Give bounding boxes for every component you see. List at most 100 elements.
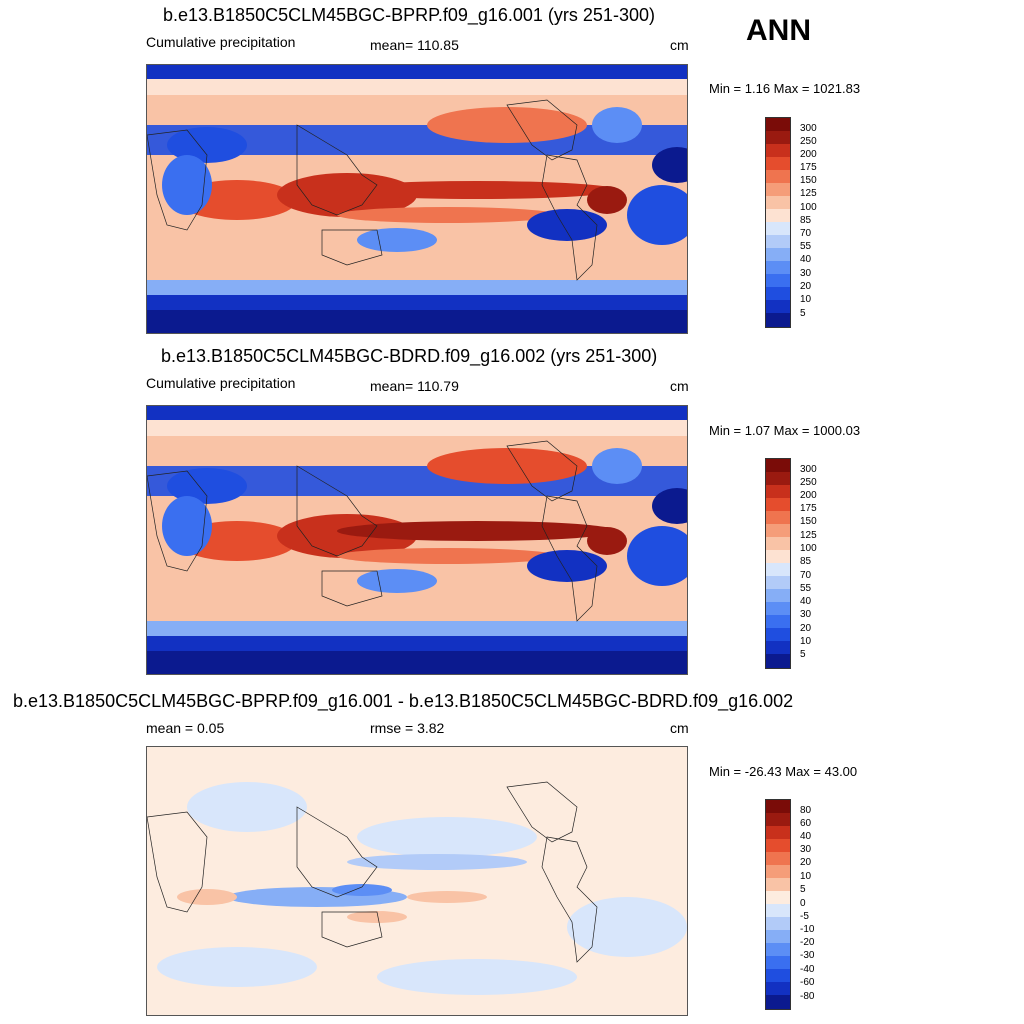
panel2-colorbar-label: 200 <box>800 490 817 501</box>
panel3-colorbar-box <box>766 904 790 918</box>
panel3-colorbar-box <box>766 930 790 944</box>
panel2-colorbar-box <box>766 576 790 590</box>
panel1-colorbar-box <box>766 287 790 301</box>
panel1-colorbar-box <box>766 157 790 171</box>
panel3-colorbar-label: 30 <box>800 844 812 855</box>
panel2-colorbar-box <box>766 511 790 525</box>
panel1-colorbar-box <box>766 248 790 262</box>
panel3-colorbar-box <box>766 865 790 879</box>
panel2-colorbar-label: 85 <box>800 556 812 567</box>
panel2-colorbar-box <box>766 628 790 642</box>
panel3-colorbar-box <box>766 891 790 905</box>
panel3-mean: mean = 0.05 <box>146 720 225 736</box>
panel1-colorbar-box <box>766 144 790 158</box>
panel3-colorbar-box <box>766 982 790 996</box>
panel2-colorbar-label: 175 <box>800 503 817 514</box>
panel1-colorbar-box <box>766 235 790 249</box>
panel3-colorbar-box <box>766 956 790 970</box>
panel1-colorbar-box <box>766 209 790 223</box>
panel2-mean: mean= 110.79 <box>370 378 459 394</box>
panel3-unit: cm <box>670 720 689 736</box>
panel3-colorbar-box <box>766 943 790 957</box>
panel1-colorbar-label: 5 <box>800 308 806 319</box>
panel2-colorbar-box <box>766 563 790 577</box>
panel1-colorbar-label: 125 <box>800 188 817 199</box>
panel2-colorbar-label: 55 <box>800 583 812 594</box>
panel1-colorbar-label: 85 <box>800 215 812 226</box>
panel1-colorbar-box <box>766 274 790 288</box>
panel3-map <box>146 746 688 1016</box>
panel3-colorbar-label: 0 <box>800 898 806 909</box>
panel2-minmax: Min = 1.07 Max = 1000.03 <box>709 423 861 438</box>
panel1-minmax: Min = 1.16 Max = 1021.83 <box>709 81 861 96</box>
season-label: ANN <box>746 14 811 47</box>
panel3-colorbar-label: -40 <box>800 964 815 975</box>
panel1-colorbar <box>765 117 791 328</box>
panel2-colorbar-box <box>766 459 790 473</box>
panel3-rmse: rmse = 3.82 <box>370 720 445 736</box>
panel1-colorbar-label: 300 <box>800 123 817 134</box>
panel3-colorbar-box <box>766 878 790 892</box>
panel1-colorbar-box <box>766 261 790 275</box>
panel1-colorbar-label: 175 <box>800 162 817 173</box>
panel3-colorbar-label: -60 <box>800 977 815 988</box>
panel2-colorbar-label: 30 <box>800 609 812 620</box>
panel1-mean: mean= 110.85 <box>370 37 459 53</box>
panel3-colorbar-label: -20 <box>800 937 815 948</box>
panel3-colorbar-box <box>766 917 790 931</box>
panel3-colorbar-label: 10 <box>800 871 812 882</box>
panel2-colorbar-label: 250 <box>800 477 817 488</box>
panel2-title: b.e13.B1850C5CLM45BGC-BDRD.f09_g16.002 (… <box>161 346 658 366</box>
panel1-colorbar-label: 20 <box>800 281 812 292</box>
panel2-colorbar-box <box>766 589 790 603</box>
panel2-colorbar-box <box>766 498 790 512</box>
panel3-colorbar <box>765 799 791 1010</box>
panel2-colorbar <box>765 458 791 669</box>
panel3-colorbar-label: 20 <box>800 857 812 868</box>
panel2-left-label: Cumulative precipitation <box>146 375 296 391</box>
panel1-colorbar-box <box>766 183 790 197</box>
panel2-colorbar-box <box>766 537 790 551</box>
panel1-title: b.e13.B1850C5CLM45BGC-BPRP.f09_g16.001 (… <box>163 5 655 25</box>
panel1-colorbar-label: 70 <box>800 228 812 239</box>
panel3-colorbar-label: 40 <box>800 831 812 842</box>
panel3-colorbar-label: -10 <box>800 924 815 935</box>
panel3-colorbar-label: 60 <box>800 818 812 829</box>
panel2-colorbar-label: 300 <box>800 464 817 475</box>
panel3-colorbar-box <box>766 813 790 827</box>
panel3-minmax: Min = -26.43 Max = 43.00 <box>709 764 858 779</box>
panel3-colorbar-box <box>766 969 790 983</box>
panel1-map <box>146 64 688 334</box>
panel2-map-field <box>147 406 687 674</box>
panel2-colorbar-box <box>766 524 790 538</box>
panel1-colorbar-label: 150 <box>800 175 817 186</box>
panel1-colorbar-box <box>766 131 790 145</box>
panel3-colorbar-label: -5 <box>800 911 809 922</box>
panel1-colorbar-label: 200 <box>800 149 817 160</box>
panel1-left-label: Cumulative precipitation <box>146 34 296 50</box>
panel1-colorbar-label: 55 <box>800 241 812 252</box>
panel2-colorbar-label: 10 <box>800 636 812 647</box>
panel1-colorbar-label: 10 <box>800 294 812 305</box>
panel1-colorbar-label: 100 <box>800 202 817 213</box>
panel2-colorbar-box <box>766 654 790 668</box>
panel3-colorbar-label: 80 <box>800 805 812 816</box>
panel2-colorbar-box <box>766 485 790 499</box>
panel1-colorbar-box <box>766 196 790 210</box>
panel2-map <box>146 405 688 675</box>
panel2-colorbar-label: 125 <box>800 530 817 541</box>
panel3-colorbar-label: 5 <box>800 884 806 895</box>
panel2-colorbar-box <box>766 550 790 564</box>
panel1-colorbar-label: 250 <box>800 136 817 147</box>
panel1-unit: cm <box>670 37 689 53</box>
panel3-colorbar-label: -80 <box>800 991 815 1002</box>
panel3-colorbar-box <box>766 995 790 1009</box>
panel1-colorbar-box <box>766 118 790 132</box>
panel2-colorbar-label: 5 <box>800 649 806 660</box>
panel1-map-field <box>147 65 687 333</box>
panel3-colorbar-label: -30 <box>800 950 815 961</box>
panel2-colorbar-box <box>766 472 790 486</box>
panel1-colorbar-box <box>766 222 790 236</box>
panel3-colorbar-box <box>766 826 790 840</box>
panel2-unit: cm <box>670 378 689 394</box>
